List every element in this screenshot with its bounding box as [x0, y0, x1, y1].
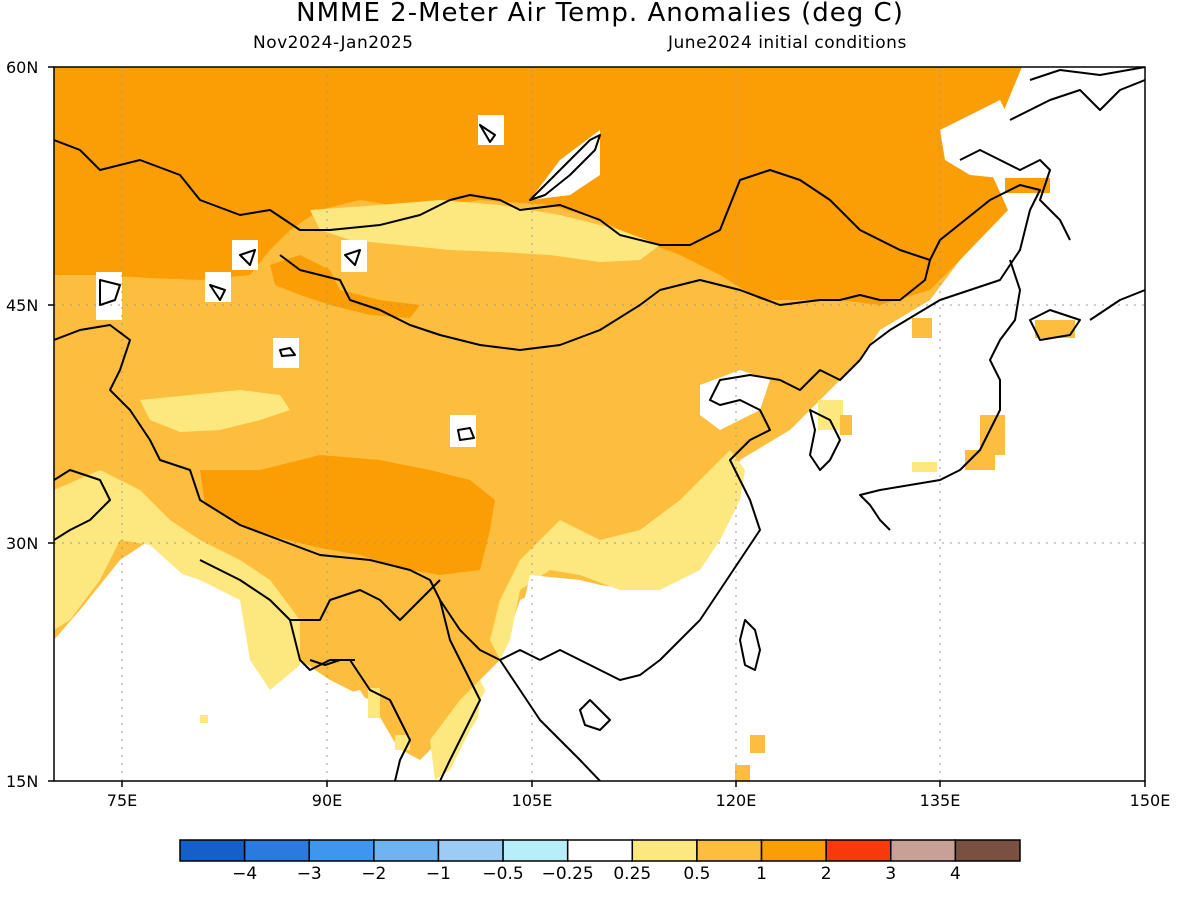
anomaly-zone-0.25-0.5-indochina — [430, 680, 490, 780]
lon-tick-135E: 135E — [919, 791, 961, 810]
anomaly-zone-0.25-0.5-east — [490, 450, 745, 660]
colorbar-label: 0.5 — [683, 864, 711, 884]
lat-tick-45N: 45N — [6, 296, 39, 315]
lon-tick-90E: 90E — [311, 791, 343, 810]
map-title: NMME 2-Meter Air Temp. Anomalies (deg C) — [296, 0, 904, 28]
lat-tick-15N: 15N — [6, 772, 39, 791]
anomaly-zone-0.25-0.5-tarim — [140, 390, 290, 432]
colorbar-label: −1 — [425, 864, 451, 884]
lon-tick-75E: 75E — [106, 791, 138, 810]
colorbar-label: 3 — [885, 864, 897, 884]
anomaly-zone-1-2-kazakh — [270, 255, 420, 318]
colorbar-label: −4 — [232, 864, 258, 884]
initial-conditions: June2024 initial conditions — [668, 33, 907, 53]
lon-tick-150E: 150E — [1129, 791, 1171, 810]
colorbar-label: 4 — [949, 864, 961, 884]
lon-tick-120E: 120E — [715, 791, 757, 810]
anomaly-zone-0.25-0.5-south — [54, 470, 300, 690]
colorbar-label: −3 — [296, 864, 322, 884]
lat-lon-grid — [54, 67, 1145, 781]
colorbar-label: −2 — [361, 864, 387, 884]
anomaly-zone-1-2-tibet — [200, 455, 495, 575]
anomaly-zone-1-2-north — [54, 67, 1022, 305]
colorbar-label: −0.5 — [482, 864, 524, 884]
anomaly-zone-0.25-0.5-mongolia — [310, 200, 660, 262]
colorbar-label: 1 — [756, 864, 767, 884]
lat-tick-30N: 30N — [6, 534, 39, 553]
colorbar-label: 0.25 — [613, 864, 652, 884]
colorbar-label: 2 — [820, 864, 832, 884]
lat-tick-60N: 60N — [6, 58, 39, 77]
lon-tick-105E: 105E — [511, 791, 553, 810]
country-borders — [54, 67, 1145, 781]
colorbar-label: −0.25 — [541, 864, 594, 884]
forecast-period: Nov2024-Jan2025 — [253, 33, 414, 53]
